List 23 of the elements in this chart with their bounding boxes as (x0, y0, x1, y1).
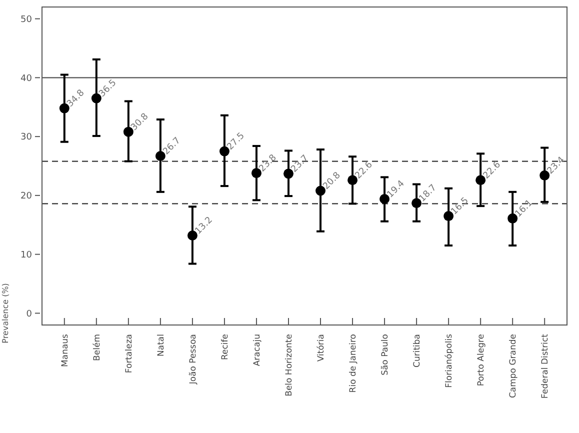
x-tick-label: Belém (92, 334, 102, 361)
x-tick-label: Manaus (60, 333, 70, 367)
y-tick-label: 50 (20, 14, 32, 25)
x-tick-label: Federal District (540, 333, 551, 399)
y-tick-label: 0 (26, 309, 32, 320)
y-tick-label: 10 (20, 250, 32, 260)
x-tick-label: Natal (156, 334, 166, 356)
y-tick-label: 20 (20, 192, 32, 202)
x-tick-label: Belo Horizonte (284, 334, 294, 396)
y-tick-label: 30 (20, 132, 32, 143)
x-tick-label: Aracaju (252, 334, 262, 366)
x-tick-label: Florianópolis (444, 333, 455, 388)
y-axis-title: Prevalence (%) (1, 283, 10, 344)
x-tick-label: Rio de Janeiro (348, 334, 358, 393)
x-tick-label: Campo Grande (508, 334, 519, 398)
x-tick-label: João Pessoa (188, 334, 198, 386)
x-tick-label: Vitória (316, 334, 326, 362)
y-tick-label: 40 (20, 74, 32, 84)
x-tick-label: Porto Alegre (476, 334, 487, 386)
x-tick-label: Fortaleza (124, 334, 134, 374)
x-tick-label: São Paulo (380, 334, 391, 376)
x-tick-label: Recife (220, 334, 230, 360)
x-tick-label: Curitiba (412, 334, 423, 368)
